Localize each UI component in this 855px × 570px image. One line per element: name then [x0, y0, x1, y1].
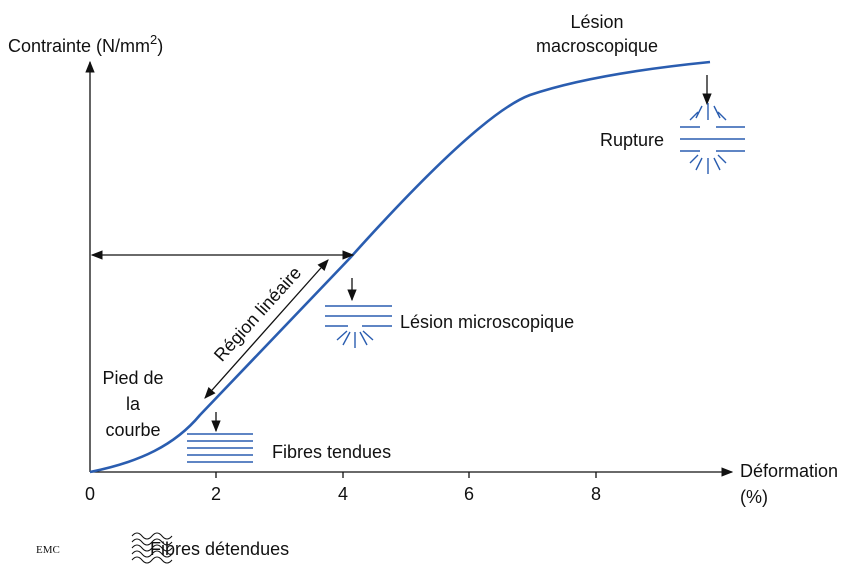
x-tick-label: 6: [464, 484, 474, 504]
micro-lesion-icon: [325, 278, 392, 348]
relaxed-label: Fibres détendues: [150, 539, 289, 559]
taut-fibres-icon: [187, 412, 253, 463]
x-tick-label: 2: [211, 484, 221, 504]
axes: 0 2 4 6 8 Déformation (%) Contrainte (N/…: [8, 32, 838, 507]
macro-lesion-label: Lésion: [570, 12, 623, 32]
linear-region-arrow: [204, 259, 329, 399]
x-axis-unit: (%): [740, 487, 768, 507]
taut-label: Fibres tendues: [272, 442, 391, 462]
toe-label: courbe: [105, 420, 160, 440]
relaxed-fibres-icon: [131, 532, 173, 564]
x-tick-marks: [215, 472, 597, 478]
rupture-label: Rupture: [600, 130, 664, 150]
toe-label: Pied de: [102, 368, 163, 388]
rupture-icon: [680, 75, 745, 174]
macro-lesion-label: macroscopique: [536, 36, 658, 56]
x-axis-label: Déformation: [740, 461, 838, 481]
stress-strain-curve: [89, 60, 711, 474]
linear-region-label: Région linéaire: [210, 263, 305, 366]
logo: EMC: [36, 544, 60, 556]
toe-label: la: [126, 394, 141, 414]
x-tick-label: 8: [591, 484, 601, 504]
x-tick-label: 4: [338, 484, 348, 504]
micro-lesion-label: Lésion microscopique: [400, 312, 574, 332]
x-tick-label: 0: [85, 484, 95, 504]
y-axis-label: Contrainte (N/mm2): [8, 32, 163, 56]
